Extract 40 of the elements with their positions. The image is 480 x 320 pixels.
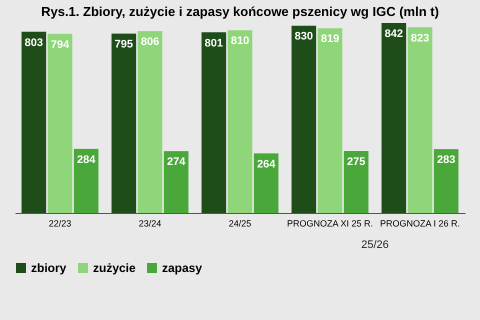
bar (202, 32, 226, 213)
bar (228, 30, 252, 213)
data-label: 801 (204, 37, 224, 50)
bar (22, 32, 46, 213)
bar (318, 28, 342, 213)
data-label: 810 (230, 35, 250, 48)
data-label: 830 (294, 30, 314, 43)
bar (344, 150, 368, 213)
x-tick-label: 22/23 (48, 218, 72, 228)
x-tick-label: PROGNOZA I 26 R. (380, 218, 460, 228)
data-label: 283 (436, 154, 456, 166)
data-label: 795 (114, 38, 134, 51)
chart-title: Rys.1. Zbiory, zużycie i zapasy końcowe pszenicy wg IGC (mln t) (41, 4, 439, 19)
bar (408, 27, 432, 213)
bar (164, 151, 188, 213)
data-label: 803 (24, 36, 44, 49)
legend-label: zapasy (162, 261, 202, 275)
legend-label: zbiory (31, 261, 67, 275)
bar (138, 31, 162, 213)
x-tick-label: 23/24 (138, 218, 162, 228)
bar (382, 23, 406, 213)
bar (74, 148, 98, 213)
legend-label: zużycie (93, 261, 136, 275)
data-label: 264 (256, 158, 276, 170)
data-label: 794 (50, 38, 70, 51)
data-label: 819 (320, 33, 340, 46)
data-label: 275 (346, 156, 366, 168)
x-tick-label: 24/25 (228, 218, 252, 228)
data-label: 274 (166, 156, 186, 168)
text: 25/26 (361, 239, 389, 251)
bar (48, 34, 72, 213)
data-label: 842 (384, 28, 404, 40)
data-label: 823 (410, 32, 430, 44)
data-label: 284 (76, 154, 96, 166)
x-tick-label: PROGNOZA XI 25 R. (286, 218, 374, 228)
bar (434, 149, 458, 213)
bar (254, 153, 278, 213)
bar (112, 34, 136, 213)
bar (292, 26, 316, 213)
data-label: 806 (140, 36, 160, 48)
